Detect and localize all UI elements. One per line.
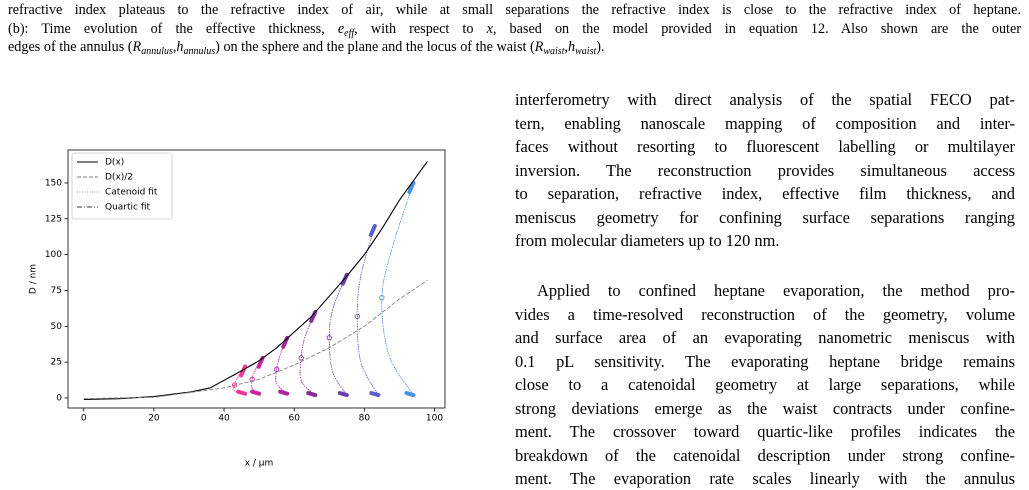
legend-label: D(x)/2 [105,173,133,183]
caption-text: , [172,39,177,55]
quartic-fit [251,357,263,394]
caption-text: (b): Time evolution of the effective thi… [8,20,338,37]
sphere-edge [239,364,248,378]
body-line: and surface area of an evaporating nanom… [515,328,1015,347]
y-tick-label: 50 [51,322,63,332]
y-tick-label: 125 [45,214,62,224]
sphere-edge [407,180,416,194]
y-tick-label: 150 [45,178,62,188]
waist-marker [249,376,255,382]
body-line: ment. The evaporation rate scales linear… [515,469,1015,488]
waist-marker [274,366,280,372]
caption-text: e [337,20,345,37]
body-line: inversion. The reconstruction provides s… [515,160,1015,180]
caption-text: ). [596,39,605,55]
caption-line: edges of the annulus (Rannulus,hannulus)… [8,38,1021,61]
plane-edge [369,391,381,398]
catenoid-fit [381,182,414,396]
caption-text: , based on the model provided in equatio… [492,20,1022,37]
body-line: strong deviations emerge as the waist co… [515,398,1015,418]
quartic-fit [275,337,288,394]
caption-text: waist [543,46,565,57]
caption-text: , [564,39,569,55]
y-tick-label: 100 [45,250,62,260]
y-tick-label: 0 [56,393,62,403]
x-tick-label: 60 [288,414,300,424]
caption-text: eff [344,27,355,39]
legend-box [71,152,173,220]
waist-marker [379,294,385,301]
page: {"caption": {"lines": [ ["refractive ind… [8,1,1022,488]
quartic-fit [356,225,379,396]
sphere-edge [368,223,377,237]
x-tick-label: 0 [81,414,87,424]
caption-text: annulus [183,46,216,57]
plot-frame [67,149,446,409]
legend-label: Quartic fit [105,203,151,213]
plane-edge [278,389,290,396]
catenoid-fit [356,225,379,396]
caption-text: R [132,39,142,55]
body-line: 0.1 pL sensitivity. The evaporating hept… [515,351,1015,371]
caption-text: waist [575,46,597,57]
chart: x / μm D / nm 0 20 40 60 80 100 0 25 50 75 100 125 1… [29,149,446,469]
series-line [83,280,428,400]
catenoid-fit [250,357,264,395]
body-line: faces without resorting to fluorescent l… [515,137,1015,156]
plane-edge [250,389,262,396]
y-axis-label: D / nm [29,264,39,294]
body-line: to separation, refractive index, effecti… [515,184,1015,203]
body-line: Applied to confined heptane evaporation,… [537,281,1015,300]
caption-text: x [486,20,493,37]
body-line: ment. The crossover toward quartic-like … [515,422,1015,441]
legend-label: D(x) [105,158,124,168]
body-line: close to a catenoidal geometry at large … [515,375,1015,394]
caption-text: ) on the sphere and the plane and the lo… [215,39,535,55]
y-tick-label: 75 [51,286,62,296]
body-line: breakdown of the catenoidal description … [515,445,1015,465]
legend-label: Catenoid fit [105,188,158,198]
x-tick-label: 40 [218,414,230,424]
caption-text: h [176,39,184,55]
sphere-edge [256,355,265,369]
catenoid-fit [328,274,348,396]
waist-marker [326,335,332,341]
y-tick-label: 25 [51,358,62,368]
body-line: interferometry with direct analysis of t… [515,90,1015,109]
caption-line: (b): Time evolution of the effective thi… [8,20,1021,43]
x-tick-label: 20 [148,414,160,424]
waist-marker [298,355,304,361]
caption-text: R [534,39,544,55]
body-line: meniscus geometry for confining surface … [515,207,1015,227]
caption-text: edges of the annulus ( [8,39,133,55]
body-line: vides a time-resolved reconstruction of … [515,304,1015,324]
body-line: tern, enabling nanoscale mapping of comp… [515,113,1015,133]
x-tick-label: 80 [359,414,371,424]
caption-text: refractive index plateaus to the refract… [8,2,1021,18]
x-tick-label: 100 [426,414,443,424]
quartic-fit [381,182,414,396]
caption-text: annulus [141,46,173,57]
caption-line: refractive index plateaus to the refract… [8,1,1021,19]
waist-marker [354,313,360,319]
body-line: from molecular diameters up to 120 nm. [515,231,780,250]
plane-edge [337,391,349,398]
quartic-fit [299,311,316,396]
caption-text: , with respect to [354,20,487,37]
plane-edge [306,391,318,398]
plane-edge [404,391,416,398]
x-axis-label: x / μm [245,459,274,469]
caption-text: h [568,39,576,55]
plane-edge [236,389,248,396]
